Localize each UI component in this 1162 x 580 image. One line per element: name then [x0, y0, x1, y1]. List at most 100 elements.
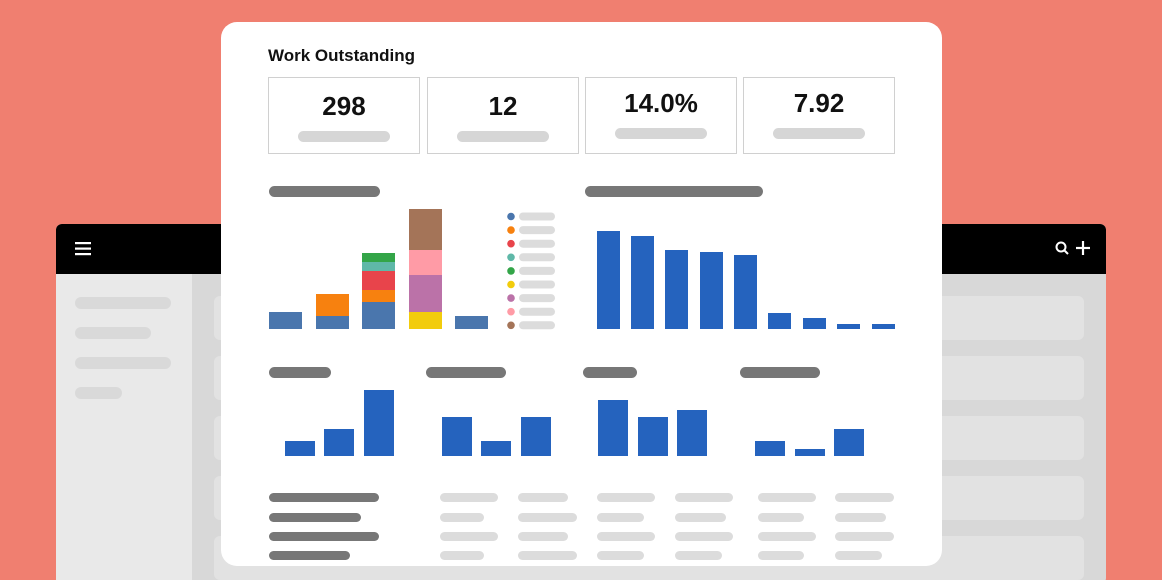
list-value	[675, 513, 726, 522]
bar	[631, 236, 654, 329]
legend-swatch	[507, 239, 515, 248]
sidebar-item	[75, 357, 171, 369]
list-value	[835, 493, 894, 502]
chart-heading	[740, 367, 820, 378]
legend-label	[519, 307, 555, 316]
menu-icon[interactable]	[75, 242, 91, 256]
bar	[837, 324, 860, 329]
bar	[521, 417, 551, 456]
bar	[597, 231, 620, 329]
metric-value: 12	[489, 91, 518, 121]
chart-heading	[426, 367, 506, 378]
metric-cards: 298 12 14.0% 7.92	[268, 77, 895, 154]
legend-swatch	[507, 226, 515, 234]
metric-caption	[457, 131, 549, 142]
search-icon[interactable]	[1055, 241, 1069, 255]
list-value	[597, 513, 644, 522]
list-value	[518, 551, 577, 560]
list-value	[518, 493, 568, 502]
sidebar-items	[75, 297, 171, 399]
stacked-bar-segment	[455, 316, 488, 329]
charts	[269, 186, 895, 560]
list-value	[758, 513, 804, 522]
chart-heading	[269, 367, 331, 378]
bar	[364, 390, 394, 456]
list-value	[440, 493, 498, 502]
list-value	[758, 493, 816, 502]
chart-heading	[583, 367, 637, 378]
bar	[598, 400, 628, 456]
stacked-bar-segment	[409, 312, 442, 329]
list-value	[597, 493, 655, 502]
dashboard-card	[221, 22, 942, 566]
stacked-bar-segment	[316, 316, 349, 329]
metric-value: 14.0%	[624, 88, 698, 118]
bar	[638, 417, 668, 456]
metric-card	[743, 77, 895, 154]
add-icon[interactable]	[1076, 241, 1090, 255]
chart-heading	[269, 186, 380, 197]
sidebar-item	[75, 297, 171, 309]
metric-card	[585, 77, 737, 154]
legend-label	[519, 239, 555, 248]
metric-value: 7.92	[794, 88, 845, 118]
list-value	[835, 513, 886, 522]
bar	[834, 429, 864, 456]
metric-caption	[298, 131, 390, 142]
bar	[872, 324, 895, 329]
list-value	[675, 493, 733, 502]
stacked-bar-segment	[269, 312, 302, 329]
bar	[755, 441, 785, 456]
stacked-bar-segment	[409, 275, 442, 312]
list-value	[675, 532, 733, 541]
legend-swatch	[507, 294, 515, 302]
list-label	[269, 493, 379, 502]
list-value	[597, 551, 644, 560]
legend-swatch	[507, 212, 515, 221]
legend-swatch	[507, 307, 515, 316]
bar	[324, 429, 354, 456]
stacked-bar-segment	[362, 271, 395, 290]
legend-label	[519, 321, 555, 330]
bar	[665, 250, 688, 329]
list-value	[440, 551, 484, 560]
list-value	[835, 532, 894, 541]
legend-label	[519, 226, 555, 235]
list-value	[518, 513, 577, 522]
bar	[285, 441, 315, 456]
list-value	[440, 513, 484, 522]
stacked-bar-segment	[362, 262, 395, 271]
bar	[442, 417, 472, 456]
list-value	[597, 532, 655, 541]
legend-swatch	[507, 267, 515, 275]
list-value	[518, 532, 568, 541]
bar	[768, 313, 791, 329]
legend-label	[519, 280, 555, 289]
bar	[803, 318, 826, 329]
legend-label	[519, 212, 555, 221]
list-label	[269, 532, 379, 541]
dashboard-title: Work Outstanding	[268, 46, 415, 65]
metric-caption	[773, 128, 865, 139]
stacked-bar-segment	[362, 302, 395, 329]
metric-caption	[615, 128, 707, 139]
list-value	[835, 551, 882, 560]
sidebar	[56, 274, 192, 580]
stacked-bar-segment	[409, 209, 442, 250]
list-label	[269, 551, 350, 560]
list-value	[440, 532, 498, 541]
legend-swatch	[507, 280, 515, 289]
list-value	[675, 551, 722, 560]
sidebar-item	[75, 327, 151, 339]
legend-label	[519, 266, 555, 275]
bar	[677, 410, 707, 456]
legend-label	[519, 294, 555, 303]
bar	[700, 252, 723, 329]
legend-label	[519, 253, 555, 262]
bar	[795, 449, 825, 456]
legend-swatch	[507, 321, 515, 330]
legend-swatch	[507, 253, 515, 262]
metric-value: 298	[322, 91, 365, 121]
